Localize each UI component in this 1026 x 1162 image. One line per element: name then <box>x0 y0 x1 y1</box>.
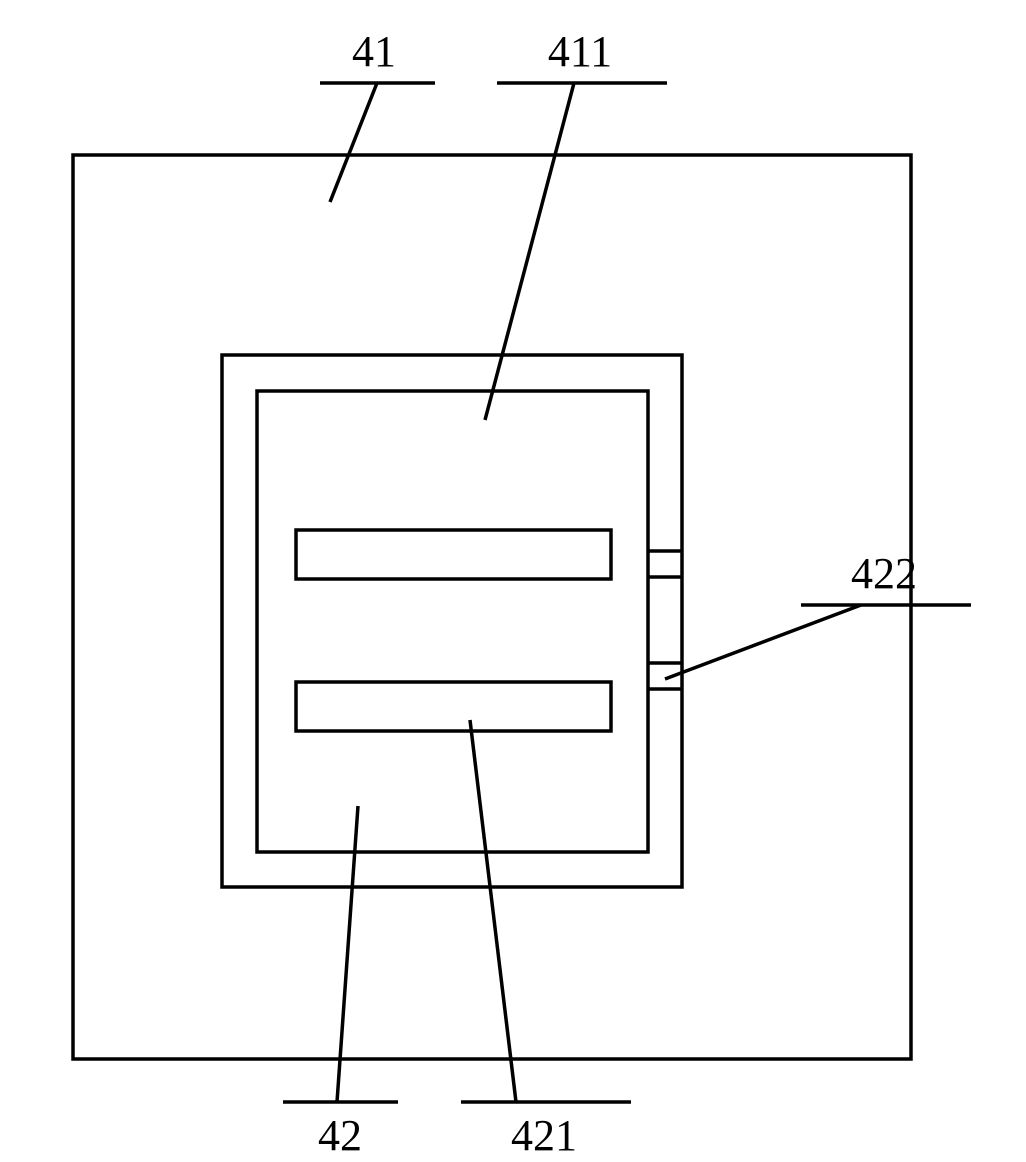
leader-411 <box>485 83 574 420</box>
label-411: 411 <box>548 27 612 76</box>
leader-421 <box>470 720 516 1102</box>
label-421: 421 <box>511 1111 577 1160</box>
outer-rect <box>73 155 911 1059</box>
middle-rect <box>222 355 682 887</box>
slot-top <box>296 530 611 579</box>
label-42: 42 <box>318 1111 362 1160</box>
leader-422 <box>665 605 861 679</box>
label-41: 41 <box>352 27 396 76</box>
outer-rect-y <box>73 155 911 1059</box>
slot-bottom <box>296 682 611 731</box>
leader-41 <box>330 83 377 202</box>
inner-rect <box>257 391 648 852</box>
schematic-diagram: 41 411 422 42 421 <box>0 0 1026 1162</box>
label-422: 422 <box>851 549 917 598</box>
